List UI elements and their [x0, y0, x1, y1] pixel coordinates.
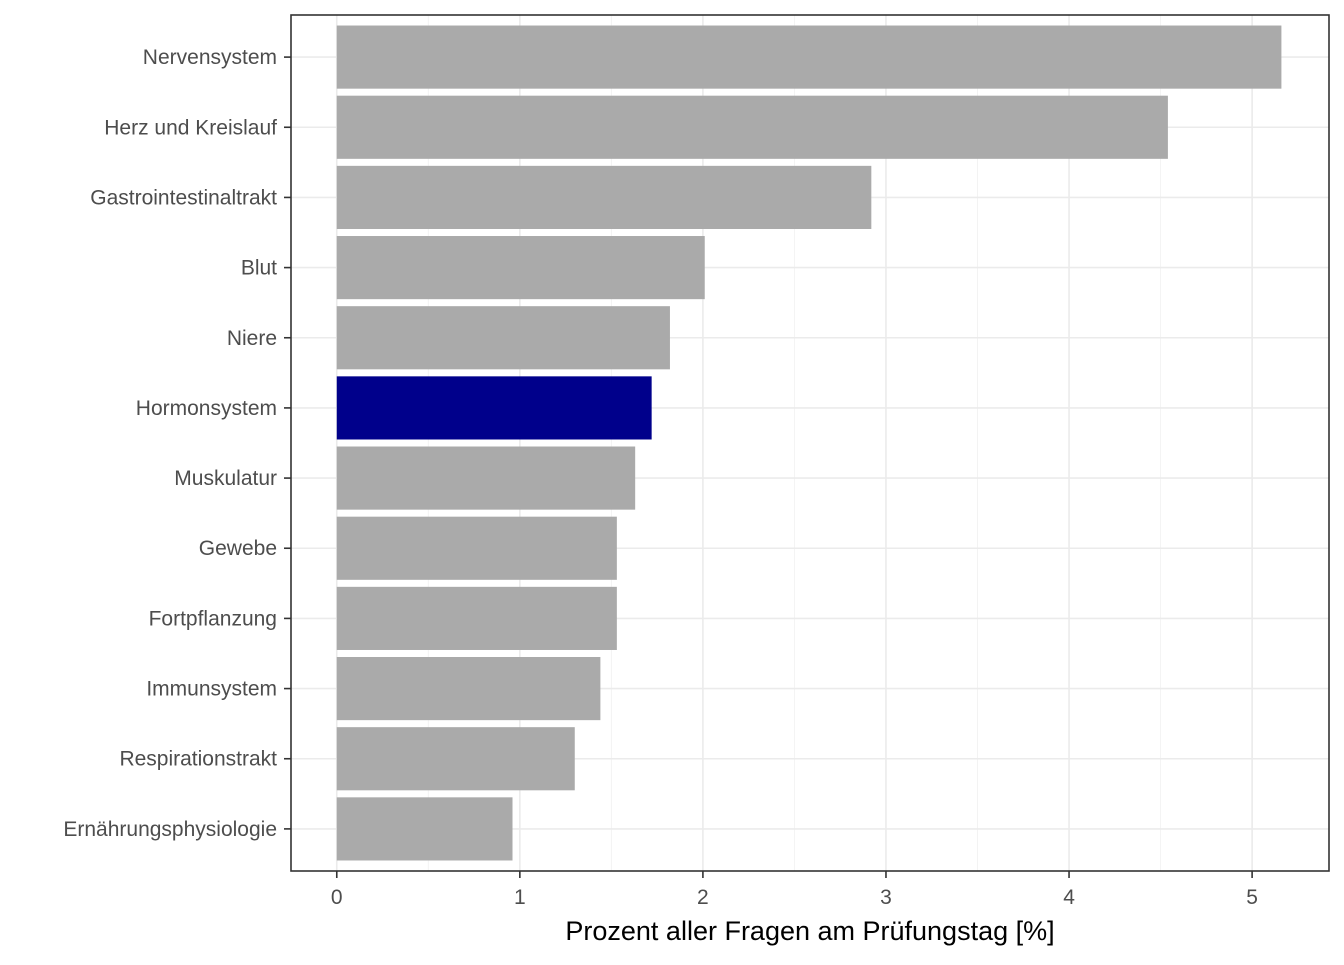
- x-tick-label: 1: [514, 886, 526, 909]
- bar-ernährungsphysiologie: [336, 797, 513, 861]
- y-tick-label: Hormonsystem: [136, 397, 277, 420]
- x-tick-label: 4: [1063, 886, 1075, 909]
- bar-hormonsystem: [336, 376, 652, 440]
- bar-immunsystem: [336, 657, 601, 721]
- y-tick-label: Fortpflanzung: [149, 607, 277, 630]
- y-tick-label: Respirationstrakt: [119, 748, 277, 771]
- bar-respirationstrakt: [336, 727, 575, 791]
- bar-blut: [336, 236, 705, 300]
- y-tick-label: Blut: [241, 257, 277, 280]
- bars: [336, 25, 1282, 861]
- bar-gastrointestinaltrakt: [336, 165, 872, 229]
- x-axis: 0 1 2 3 4 5: [331, 871, 1258, 909]
- x-tick-label: 5: [1246, 886, 1258, 909]
- panel-border: [290, 14, 1330, 872]
- x-tick-label: 0: [331, 886, 343, 909]
- bar-gewebe: [336, 516, 617, 580]
- bar-niere: [336, 306, 670, 370]
- y-tick-label: Muskulatur: [174, 467, 277, 490]
- bar-herz-und-kreislauf: [336, 95, 1168, 159]
- bar-fortpflanzung: [336, 586, 617, 650]
- x-tick-label: 2: [697, 886, 709, 909]
- y-tick-label: Immunsystem: [146, 678, 277, 701]
- bar-nervensystem: [336, 25, 1282, 89]
- y-axis: Nervensystem Herz und Kreislauf Gastrointe…: [63, 46, 291, 841]
- y-tick-label: Gewebe: [199, 537, 277, 560]
- bar-muskulatur: [336, 446, 636, 510]
- x-axis-title: Prozent aller Fragen am Prüfungstag [%]: [565, 916, 1054, 946]
- y-tick-label: Nervensystem: [143, 46, 277, 69]
- y-tick-label: Ernährungsphysiologie: [63, 818, 277, 841]
- y-tick-label: Gastrointestinaltrakt: [90, 186, 277, 209]
- y-tick-label: Herz und Kreislauf: [104, 116, 277, 139]
- y-tick-label: Niere: [227, 327, 277, 350]
- x-tick-label: 3: [880, 886, 892, 909]
